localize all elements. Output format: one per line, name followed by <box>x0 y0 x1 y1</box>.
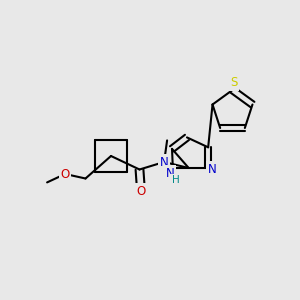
Text: O: O <box>61 167 70 181</box>
Text: H: H <box>172 175 180 185</box>
Text: O: O <box>136 184 146 198</box>
Text: N: N <box>160 155 169 169</box>
Text: N: N <box>207 163 216 176</box>
Text: N: N <box>166 167 174 180</box>
Text: S: S <box>230 76 238 89</box>
